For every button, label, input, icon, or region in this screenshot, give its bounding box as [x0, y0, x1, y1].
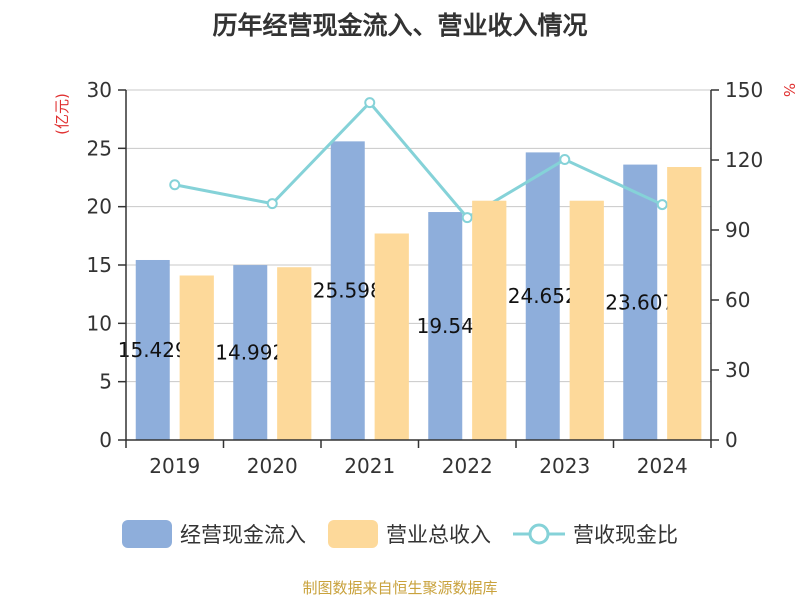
legend-item-cash-inflow[interactable]: 经营现金流入	[122, 519, 306, 549]
bar-revenue-overlay-2019	[179, 275, 214, 440]
bar-revenue-overlay-2021	[374, 233, 409, 440]
left-tick-label: 25	[87, 136, 112, 160]
bar-value-labels: 15.429 14.992 25.598 19.54 24.652 23.607	[118, 167, 702, 440]
x-tick-label-2022: 2022	[442, 454, 493, 478]
legend-label-ratio: 营收现金比	[573, 523, 678, 547]
legend-item-revenue[interactable]: 营业总收入	[328, 519, 491, 549]
ratio-point-2021	[364, 97, 376, 109]
legend-label-revenue: 营业总收入	[386, 523, 491, 547]
left-tick-label: 15	[87, 253, 112, 277]
x-tick-label-2019: 2019	[149, 454, 200, 478]
bar-cash-inflow-2019	[135, 259, 170, 440]
bar-cash-inflow-2023	[525, 152, 560, 441]
bar-revenue-overlay-2020	[277, 267, 312, 440]
bar-value-label-2020: 14.992	[215, 341, 285, 365]
legend-item-ratio[interactable]: 营收现金比	[513, 519, 678, 549]
left-tick-label: 10	[87, 311, 112, 335]
bar-cash-inflow-2021	[330, 141, 365, 440]
x-tick-label-2021: 2021	[344, 454, 395, 478]
ratio-point-2023	[559, 154, 571, 166]
bar-cash-inflow-2022	[428, 212, 463, 440]
legend-swatch-ratio	[513, 523, 565, 545]
right-tick-label: 120	[725, 148, 763, 172]
bar-revenue-overlay-2024	[667, 167, 702, 440]
bar-value-label-2022: 19.54	[417, 314, 474, 338]
legend: 经营现金流入 营业总收入 营收现金比	[0, 516, 800, 552]
legend-swatch-revenue	[328, 520, 378, 548]
bar-value-label-2021: 25.598	[313, 279, 383, 303]
ratio-line-series	[169, 97, 668, 224]
x-tick-label-2023: 2023	[539, 454, 590, 478]
right-tick-label: 90	[725, 218, 750, 242]
ratio-point-2024	[656, 199, 668, 211]
right-tick-label: 150	[725, 78, 763, 102]
legend-label-cash-inflow: 经营现金流入	[180, 523, 306, 547]
left-tick-label: 20	[87, 195, 112, 219]
right-tick-label: 30	[725, 358, 750, 382]
bar-revenue-overlay-2022	[472, 200, 507, 440]
right-tick-label: 0	[725, 428, 738, 452]
chart-title: 历年经营现金流入、营业收入情况	[212, 11, 588, 40]
bar-value-label-2019: 15.429	[118, 338, 188, 362]
right-tick-label: 60	[725, 288, 750, 312]
ratio-point-2022	[461, 212, 473, 224]
ratio-line	[174, 100, 663, 220]
left-tick-label: 0	[99, 428, 112, 452]
bar-revenue-overlay-2023	[569, 200, 604, 440]
x-tick-label-2020: 2020	[247, 454, 298, 478]
bar-cash-inflow-2024	[623, 164, 658, 440]
legend-swatch-cash-inflow	[122, 520, 172, 548]
bar-value-label-2024: 23.607	[605, 290, 675, 314]
ratio-point-2019	[169, 179, 181, 191]
ratio-point-2020	[266, 198, 278, 210]
axes: 0 5 10 15 20 25 30 0 30 60 90 120 150 2019 2020 2021 202…	[53, 78, 798, 478]
left-axis-unit: (亿元)	[53, 93, 71, 135]
bar-value-label-2023: 24.652	[508, 284, 578, 308]
x-tick-label-2024: 2024	[637, 454, 688, 478]
grid-lines	[126, 89, 711, 383]
right-axis-unit: %	[780, 83, 798, 97]
left-tick-label: 5	[99, 370, 112, 394]
bar-cash-inflow-2020	[233, 265, 268, 440]
left-tick-label: 30	[87, 78, 112, 102]
data-source-note: 制图数据来自恒生聚源数据库	[302, 579, 498, 597]
